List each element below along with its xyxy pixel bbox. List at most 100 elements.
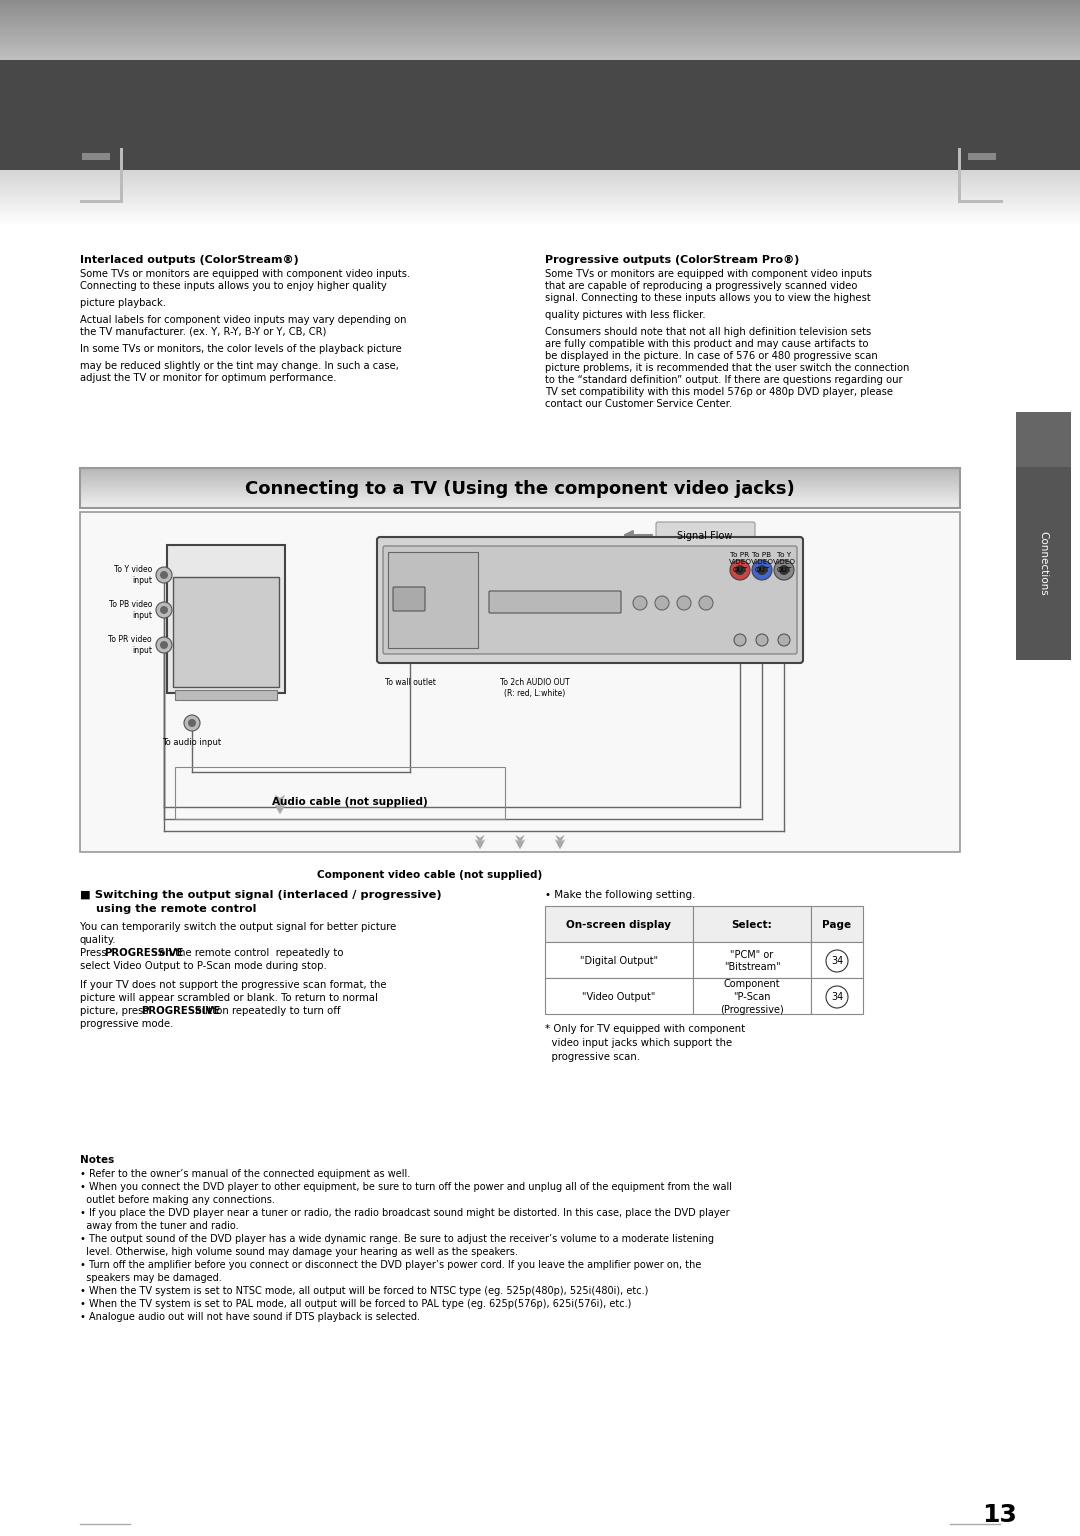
Text: You can temporarily switch the output signal for better picture: You can temporarily switch the output si…	[80, 922, 396, 932]
Bar	[693, 906, 811, 942]
Text: outlet before making any connections.: outlet before making any connections.	[80, 1195, 275, 1206]
Text: Page: Page	[823, 920, 851, 929]
Text: Some TVs or monitors are equipped with component video inputs: Some TVs or monitors are equipped with c…	[545, 269, 872, 280]
Text: • The output sound of the DVD player has a wide dynamic range. Be sure to adjust: • The output sound of the DVD player has…	[80, 1233, 714, 1244]
Text: To audio input: To audio input	[162, 737, 221, 746]
Text: contact our Customer Service Center.: contact our Customer Service Center.	[545, 399, 732, 409]
Text: picture problems, it is recommended that the user switch the connection: picture problems, it is recommended that…	[545, 362, 909, 373]
Text: ■ Switching the output signal (interlaced / progressive): ■ Switching the output signal (interlace…	[80, 889, 442, 900]
Bar	[80, 511, 960, 852]
Text: "PCM" or
"Bitstream": "PCM" or "Bitstream"	[724, 949, 781, 972]
Text: • When the TV system is set to PAL mode, all output will be forced to PAL type (: • When the TV system is set to PAL mode,…	[80, 1299, 632, 1309]
Text: To PR video
input: To PR video input	[108, 634, 152, 654]
Text: may be reduced slightly or the tint may change. In such a case,: may be reduced slightly or the tint may …	[80, 361, 399, 372]
Text: Connections: Connections	[1038, 531, 1048, 596]
Text: select Video Output to P-Scan mode during stop.: select Video Output to P-Scan mode durin…	[80, 962, 327, 971]
Text: Some TVs or monitors are equipped with component video inputs.: Some TVs or monitors are equipped with c…	[80, 269, 410, 280]
Text: PROGRESSIVE: PROGRESSIVE	[140, 1006, 220, 1015]
Text: button repeatedly to turn off: button repeatedly to turn off	[192, 1006, 341, 1015]
Bar	[1016, 467, 1071, 660]
Bar	[197, 690, 255, 694]
FancyBboxPatch shape	[656, 522, 755, 548]
Circle shape	[156, 602, 172, 617]
Circle shape	[756, 634, 768, 647]
Text: Actual labels for component video inputs may vary depending on: Actual labels for component video inputs…	[80, 315, 406, 326]
Circle shape	[734, 634, 746, 647]
Text: Progressive outputs (ColorStream Pro®): Progressive outputs (ColorStream Pro®)	[545, 255, 799, 266]
FancyBboxPatch shape	[388, 551, 478, 648]
Text: Interlaced outputs (ColorStream®): Interlaced outputs (ColorStream®)	[80, 255, 299, 266]
Circle shape	[752, 561, 772, 581]
FancyBboxPatch shape	[383, 545, 797, 654]
Bar	[80, 468, 960, 508]
Circle shape	[160, 641, 168, 650]
Text: are fully compatible with this product and may cause artifacts to: are fully compatible with this product a…	[545, 339, 868, 349]
FancyBboxPatch shape	[167, 545, 285, 693]
Text: To 2ch AUDIO OUT
(R: red, L:white): To 2ch AUDIO OUT (R: red, L:white)	[500, 677, 570, 697]
Circle shape	[160, 571, 168, 579]
Circle shape	[826, 949, 848, 972]
Text: To PB video
input: To PB video input	[109, 601, 152, 621]
Bar	[958, 147, 961, 203]
Text: To Y
VIDEO
OUT: To Y VIDEO OUT	[772, 551, 796, 573]
Text: the TV manufacturer. (ex. Y, R-Y, B-Y or Y, CB, CR): the TV manufacturer. (ex. Y, R-Y, B-Y or…	[80, 327, 326, 336]
Circle shape	[184, 714, 200, 731]
Text: Notes: Notes	[80, 1155, 114, 1164]
Text: 34: 34	[831, 955, 843, 966]
FancyBboxPatch shape	[393, 587, 426, 611]
Text: quality pictures with less flicker.: quality pictures with less flicker.	[545, 310, 705, 319]
Circle shape	[730, 561, 750, 581]
Bar	[968, 154, 996, 160]
Circle shape	[735, 565, 745, 574]
Circle shape	[778, 634, 789, 647]
Text: • Turn off the amplifier before you connect or disconnect the DVD player’s power: • Turn off the amplifier before you conn…	[80, 1260, 701, 1270]
Text: • When you connect the DVD player to other equipment, be sure to turn off the po: • When you connect the DVD player to oth…	[80, 1183, 732, 1192]
Circle shape	[677, 596, 691, 610]
Text: away from the tuner and radio.: away from the tuner and radio.	[80, 1221, 239, 1230]
Text: Connecting to these inputs allows you to enjoy higher quality: Connecting to these inputs allows you to…	[80, 281, 387, 290]
FancyBboxPatch shape	[489, 591, 621, 613]
Text: to the “standard definition” output. If there are questions regarding our: to the “standard definition” output. If …	[545, 375, 903, 386]
Text: * Only for TV equipped with component
  video input jacks which support the
  pr: * Only for TV equipped with component vi…	[545, 1025, 745, 1061]
Bar	[693, 942, 811, 978]
Text: Audio cable (not supplied): Audio cable (not supplied)	[272, 797, 428, 806]
Bar	[811, 942, 863, 978]
Bar	[693, 978, 811, 1014]
Bar	[80, 200, 120, 203]
Text: speakers may be damaged.: speakers may be damaged.	[80, 1273, 221, 1283]
Text: • Refer to the owner’s manual of the connected equipment as well.: • Refer to the owner’s manual of the con…	[80, 1169, 410, 1180]
Text: To PB
VIDEO
OUT: To PB VIDEO OUT	[751, 551, 773, 573]
Bar	[173, 578, 279, 687]
Text: be displayed in the picture. In case of 576 or 480 progressive scan: be displayed in the picture. In case of …	[545, 352, 878, 361]
Text: • Analogue audio out will not have sound if DTS playback is selected.: • Analogue audio out will not have sound…	[80, 1312, 420, 1322]
Circle shape	[633, 596, 647, 610]
Text: "Digital Output": "Digital Output"	[580, 955, 658, 966]
Text: Connecting to a TV (Using the component video jacks): Connecting to a TV (Using the component …	[245, 479, 795, 498]
Circle shape	[654, 596, 669, 610]
Bar	[175, 690, 276, 700]
Text: • Make the following setting.: • Make the following setting.	[545, 889, 696, 900]
Text: 13: 13	[983, 1504, 1017, 1527]
Text: Signal Flow: Signal Flow	[677, 531, 732, 541]
Circle shape	[826, 986, 848, 1008]
Text: using the remote control: using the remote control	[80, 905, 257, 914]
Circle shape	[160, 607, 168, 614]
Text: level. Otherwise, high volume sound may damage your hearing as well as the speak: level. Otherwise, high volume sound may …	[80, 1247, 518, 1256]
Text: progressive mode.: progressive mode.	[80, 1018, 174, 1029]
Text: picture, press: picture, press	[80, 1006, 152, 1015]
Bar	[811, 978, 863, 1014]
Bar	[175, 766, 505, 819]
Circle shape	[757, 565, 767, 574]
Circle shape	[779, 565, 789, 574]
Bar	[958, 200, 1003, 203]
Text: To Y video
input: To Y video input	[113, 565, 152, 585]
Text: PROGRESSIVE: PROGRESSIVE	[105, 948, 184, 958]
Text: 34: 34	[831, 992, 843, 1001]
Bar	[82, 154, 110, 160]
Text: Press: Press	[80, 948, 110, 958]
Bar	[0, 0, 1080, 170]
Text: "Video Output": "Video Output"	[582, 992, 656, 1001]
Circle shape	[156, 567, 172, 584]
Bar	[811, 906, 863, 942]
Text: Select:: Select:	[731, 920, 772, 929]
